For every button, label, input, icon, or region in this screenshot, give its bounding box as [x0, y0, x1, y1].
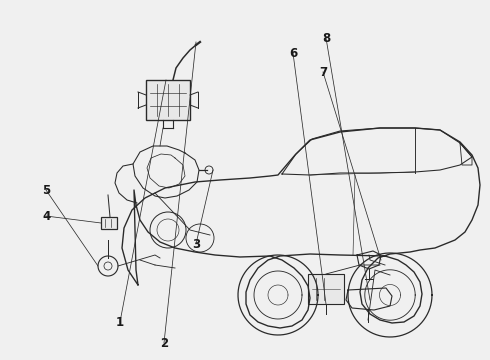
Text: 5: 5	[43, 184, 50, 197]
Bar	[308, 274, 344, 304]
Text: 7: 7	[319, 66, 327, 78]
Text: 6: 6	[289, 47, 297, 60]
Text: 8: 8	[322, 32, 330, 45]
Bar	[146, 80, 190, 120]
Text: 1: 1	[116, 316, 124, 329]
Text: 2: 2	[160, 337, 168, 350]
Bar	[101, 217, 117, 229]
Text: 4: 4	[43, 210, 50, 222]
Text: 3: 3	[192, 238, 200, 251]
